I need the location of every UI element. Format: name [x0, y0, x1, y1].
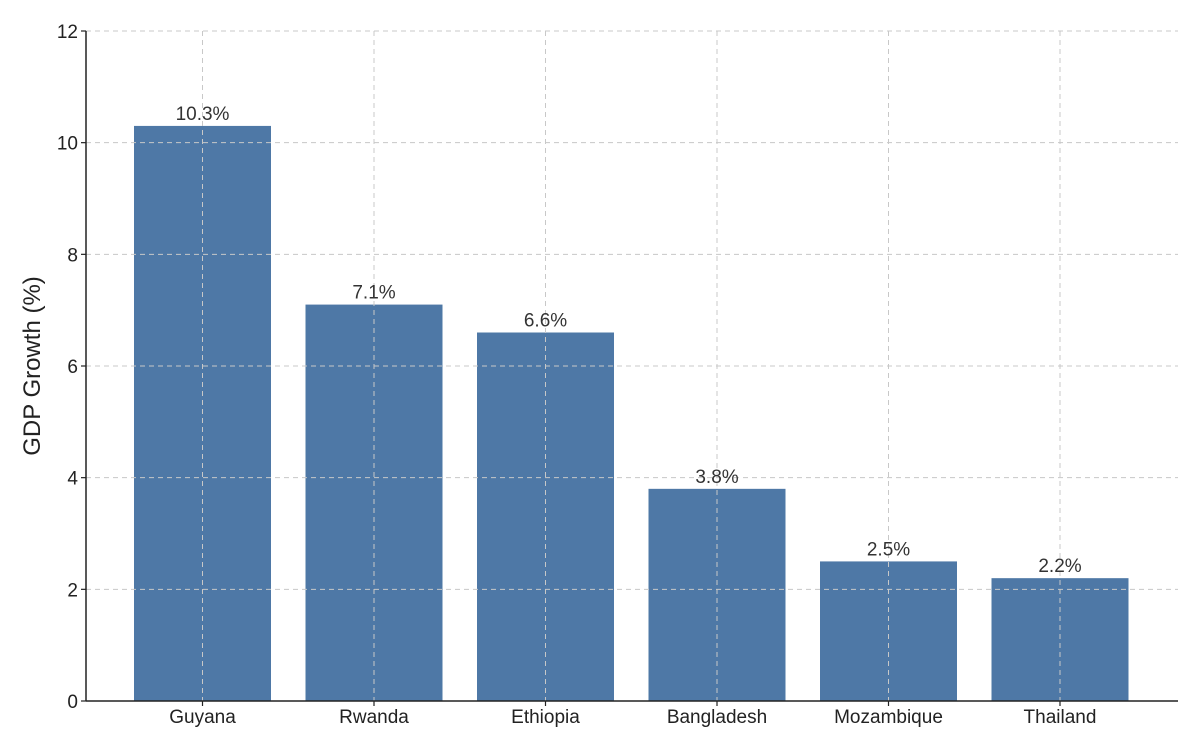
x-tick-label-ethiopia: Ethiopia — [511, 707, 580, 728]
y-tick-label-10: 10 — [57, 134, 78, 155]
x-tick-label-bangladesh: Bangladesh — [667, 707, 767, 728]
grid-lines — [86, 30, 1178, 701]
y-axis-title: GDP Growth (%) — [19, 276, 46, 456]
data-label-bangladesh: 3.8% — [695, 467, 738, 488]
y-tick-label-0: 0 — [67, 692, 78, 713]
x-tick-label-thailand: Thailand — [1024, 707, 1097, 728]
y-tick-label-2: 2 — [67, 580, 78, 601]
y-tick-label-4: 4 — [67, 469, 78, 490]
data-labels: 10.3% 7.1% 6.6% 3.8% 2.5% 2.2% — [176, 104, 1082, 577]
data-label-rwanda: 7.1% — [352, 283, 395, 304]
y-tick-label-6: 6 — [67, 357, 78, 378]
data-label-mozambique: 2.5% — [867, 539, 910, 560]
x-tick-label-guyana: Guyana — [169, 707, 236, 728]
data-label-guyana: 10.3% — [176, 104, 230, 125]
data-label-ethiopia: 6.6% — [524, 311, 567, 332]
bars — [134, 125, 1129, 701]
tick-labels: 0 2 4 6 8 10 12 Guyana Rwanda Ethiopia Bangladesh M… — [57, 22, 1097, 728]
x-tick-label-rwanda: Rwanda — [339, 707, 409, 728]
y-tick-label-8: 8 — [67, 245, 78, 266]
x-tick-label-mozambique: Mozambique — [834, 707, 943, 728]
data-label-thailand: 2.2% — [1038, 556, 1081, 577]
y-tick-label-12: 12 — [57, 22, 78, 43]
axes — [81, 30, 1178, 706]
